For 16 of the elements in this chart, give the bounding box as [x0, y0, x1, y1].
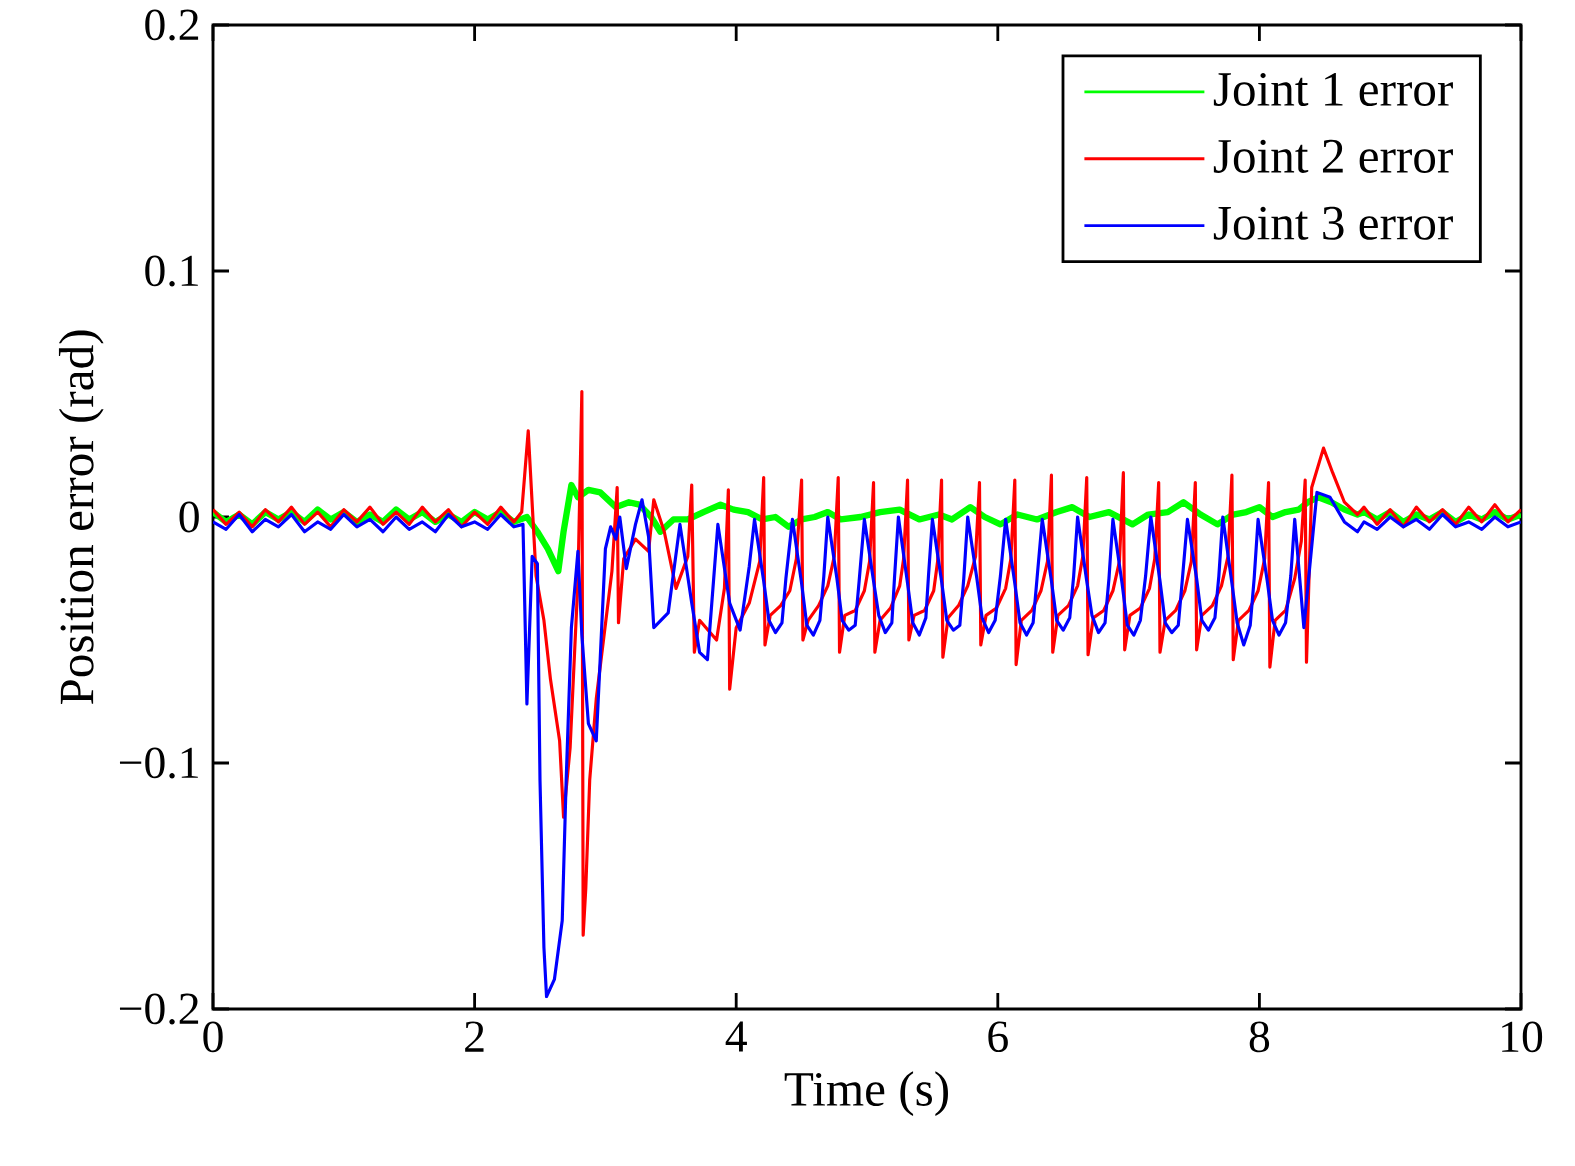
- y-tick-label: 0.2: [145, 9, 199, 41]
- x-tick-label: 8: [1249, 1021, 1270, 1053]
- legend-label: Joint 3 error: [1213, 206, 1453, 240]
- x-axis-title: Time (s): [784, 1071, 948, 1116]
- y-tick-label: 0.1: [145, 255, 198, 287]
- y-tick-label: 0: [179, 501, 199, 533]
- x-tick-label: 10: [1502, 1021, 1543, 1053]
- x-tick-label: 2: [465, 1021, 484, 1052]
- y-axis-title: Position error (rad): [58, 330, 104, 705]
- x-tick-label: 0: [203, 1021, 223, 1053]
- x-tick-label: 6: [988, 1021, 1008, 1053]
- legend-label: Joint 2 error: [1213, 139, 1453, 173]
- x-tick-label: 4: [725, 1021, 747, 1052]
- y-tick-label: −0.2: [119, 993, 199, 1025]
- legend-label: Joint 1 error: [1213, 72, 1453, 107]
- y-tick-label: −0.1: [119, 747, 198, 779]
